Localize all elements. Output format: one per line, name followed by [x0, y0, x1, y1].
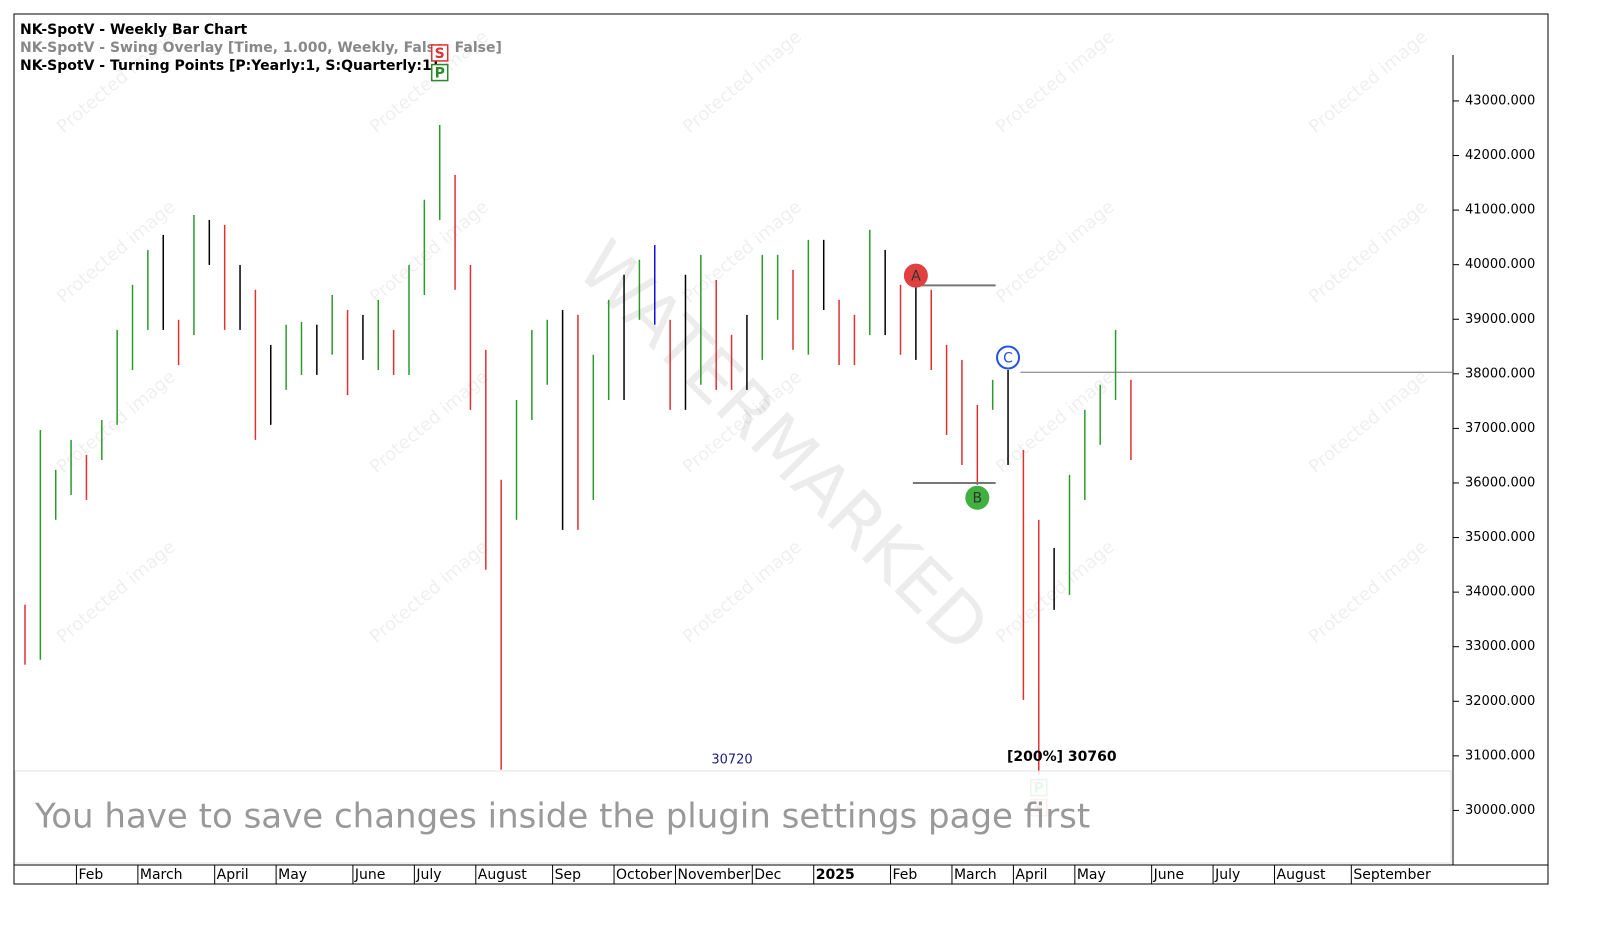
y-tick-label: 31000.000 [1465, 748, 1535, 763]
x-tick-label: April [217, 867, 249, 883]
y-tick-label: 41000.000 [1465, 203, 1535, 218]
y-tick-label: 37000.000 [1465, 421, 1535, 436]
x-tick-label: April [1015, 867, 1047, 883]
x-tick-label: Sep [555, 867, 582, 883]
y-tick-label: 35000.000 [1465, 530, 1535, 545]
subtitle: NK-SpotV - Swing Overlay [Time, 1.000, W… [20, 40, 502, 56]
x-tick-label: September [1353, 867, 1431, 883]
y-tick-label: 39000.000 [1465, 312, 1535, 327]
turning-label: B [973, 491, 983, 507]
turning-label: C [1003, 350, 1013, 366]
x-tick-label: November [677, 867, 750, 883]
y-tick-label: 36000.000 [1465, 475, 1535, 490]
annotation: 30720 [711, 753, 752, 768]
x-tick-label: July [415, 867, 441, 883]
x-tick-label: July [1214, 867, 1240, 883]
turning-point [996, 345, 1021, 370]
y-tick-label: 33000.000 [1465, 639, 1535, 654]
x-tick-label: March [954, 867, 997, 883]
frame [13, 13, 1549, 885]
notice-box [14, 770, 1452, 864]
swing-label: S [435, 46, 445, 62]
y-tick-label: 34000.000 [1465, 585, 1535, 600]
x-tick-label: Dec [754, 867, 781, 883]
y-tick-label: 40000.000 [1465, 257, 1535, 272]
chart-title: NK-SpotV - Weekly Bar Chart [20, 22, 248, 38]
y-tick-label: 42000.000 [1465, 148, 1535, 163]
x-tick-label: June [354, 867, 386, 883]
x-tick-label: 2025 [816, 867, 855, 883]
y-tick-label: 30000.000 [1465, 803, 1535, 818]
x-tick-label: June [1153, 867, 1185, 883]
notice: You have to save changes inside the plug… [34, 797, 1090, 837]
y-tick-label: 32000.000 [1465, 694, 1535, 709]
x-tick-label: August [478, 867, 528, 883]
x-tick-label: October [616, 867, 672, 883]
y-tick-label: 43000.000 [1465, 93, 1535, 108]
x-tick-label: May [278, 867, 307, 883]
turning-label: A [911, 269, 921, 285]
x-tick-label: March [140, 867, 183, 883]
swing-marker [430, 44, 449, 62]
swing-marker [430, 63, 449, 82]
y-tick-label: 38000.000 [1465, 366, 1535, 381]
x-tick-label: Feb [78, 867, 103, 883]
annotation: [200%] 30760 [1007, 749, 1117, 765]
x-tick-label: Feb [893, 867, 918, 883]
x-tick-label: August [1277, 867, 1327, 883]
swing-label: P [435, 66, 445, 82]
turning-point [965, 485, 990, 510]
x-tick-label: May [1077, 867, 1106, 883]
plot: ABCSPPS [24, 44, 1453, 817]
indicator: NK-SpotV - Turning Points [P:Yearly:1, S… [20, 58, 438, 74]
turning-point [903, 263, 928, 288]
